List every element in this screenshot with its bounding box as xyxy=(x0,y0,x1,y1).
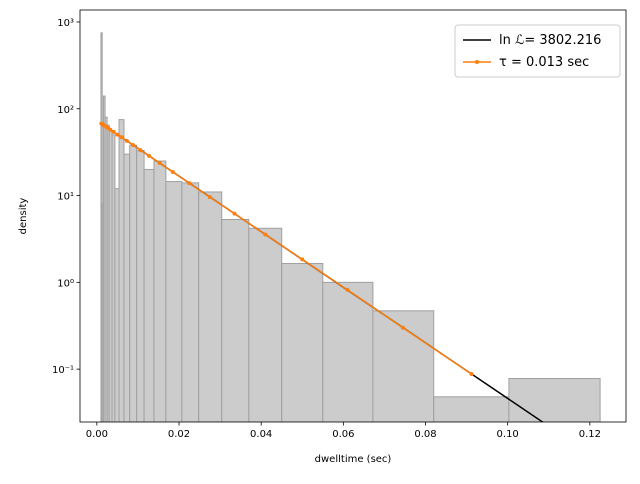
bar xyxy=(114,188,120,422)
line-marker xyxy=(124,138,129,143)
bar xyxy=(129,144,138,422)
line-marker xyxy=(207,195,212,200)
line-marker xyxy=(115,132,120,137)
x-tick-label: 0.12 xyxy=(579,429,601,440)
line-marker xyxy=(300,257,305,262)
x-tick-label: 0.04 xyxy=(250,429,272,440)
line-marker xyxy=(147,153,152,158)
bar xyxy=(143,168,155,422)
line-marker xyxy=(469,371,474,376)
bar xyxy=(198,191,223,422)
x-tick-label: 0.02 xyxy=(168,429,190,440)
bar xyxy=(372,310,435,422)
bar xyxy=(136,150,145,422)
line-marker xyxy=(119,135,124,140)
legend-marker xyxy=(475,60,479,64)
bar xyxy=(165,181,183,422)
x-tick-label: 0.00 xyxy=(86,429,108,440)
x-tick-label: 0.08 xyxy=(414,429,436,440)
legend-label: ln ℒ= 3802.216 xyxy=(499,33,601,48)
line-marker xyxy=(345,287,350,292)
bar xyxy=(118,119,125,422)
y-tick-label: 10⁰ xyxy=(57,278,74,289)
bar xyxy=(508,378,601,422)
bar xyxy=(221,218,250,422)
line-marker xyxy=(187,181,192,186)
bar xyxy=(281,262,324,422)
x-tick-label: 0.06 xyxy=(332,429,354,440)
line-marker xyxy=(232,211,237,216)
x-tick-label: 0.10 xyxy=(497,429,519,440)
y-axis-label: density xyxy=(18,198,29,235)
line-marker xyxy=(263,232,268,237)
bar xyxy=(153,160,167,422)
bar xyxy=(248,227,283,422)
line-marker xyxy=(108,127,113,132)
y-tick-label: 10⁻¹ xyxy=(52,365,74,376)
bar xyxy=(181,182,200,422)
bar xyxy=(322,281,374,422)
plot-area xyxy=(99,32,601,422)
line-marker xyxy=(400,325,405,330)
x-axis-label: dwelltime (sec) xyxy=(315,454,392,465)
line-marker xyxy=(138,148,143,153)
axes-frame xyxy=(79,9,627,423)
y-tick-label: 10³ xyxy=(57,18,74,29)
y-tick-label: 10² xyxy=(57,105,74,116)
bar xyxy=(123,153,131,422)
line-marker xyxy=(111,129,116,134)
legend-box xyxy=(454,24,621,78)
line-marker xyxy=(157,161,162,166)
y-tick-label: 10¹ xyxy=(57,192,74,203)
legend-label: τ = 0.013 sec xyxy=(499,55,589,70)
line-marker xyxy=(170,169,175,174)
bar xyxy=(433,396,510,422)
line-marker xyxy=(130,143,135,148)
